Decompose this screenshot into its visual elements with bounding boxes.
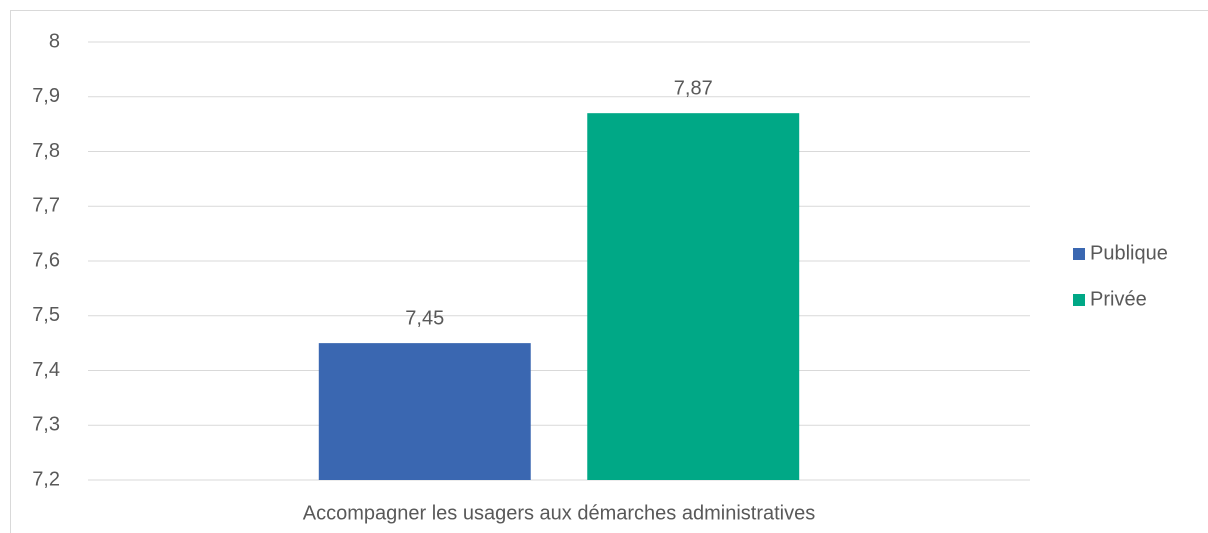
bar [318,343,531,480]
x-tick-label: Accompagner les usagers aux démarches ad… [303,502,815,524]
y-tick-label: 7,6 [32,249,60,271]
y-tick-label: 7,3 [32,414,60,436]
y-tick-label: 7,4 [32,359,60,381]
y-tick-label: 7,9 [32,85,60,107]
y-tick-label: 7,2 [32,468,60,490]
legend-label: Publique [1090,242,1168,264]
y-tick-label: 7,8 [32,140,60,162]
data-label: 7,87 [674,77,713,99]
y-tick-label: 7,7 [32,195,60,217]
y-tick-label: 7,5 [32,304,60,326]
bar [587,113,800,481]
y-tick-label: 8 [49,30,60,52]
legend-label: Privée [1090,288,1147,310]
legend-swatch [1073,294,1085,306]
data-label: 7,45 [405,307,444,329]
legend-swatch [1073,248,1085,260]
chart-frame [10,10,1208,533]
